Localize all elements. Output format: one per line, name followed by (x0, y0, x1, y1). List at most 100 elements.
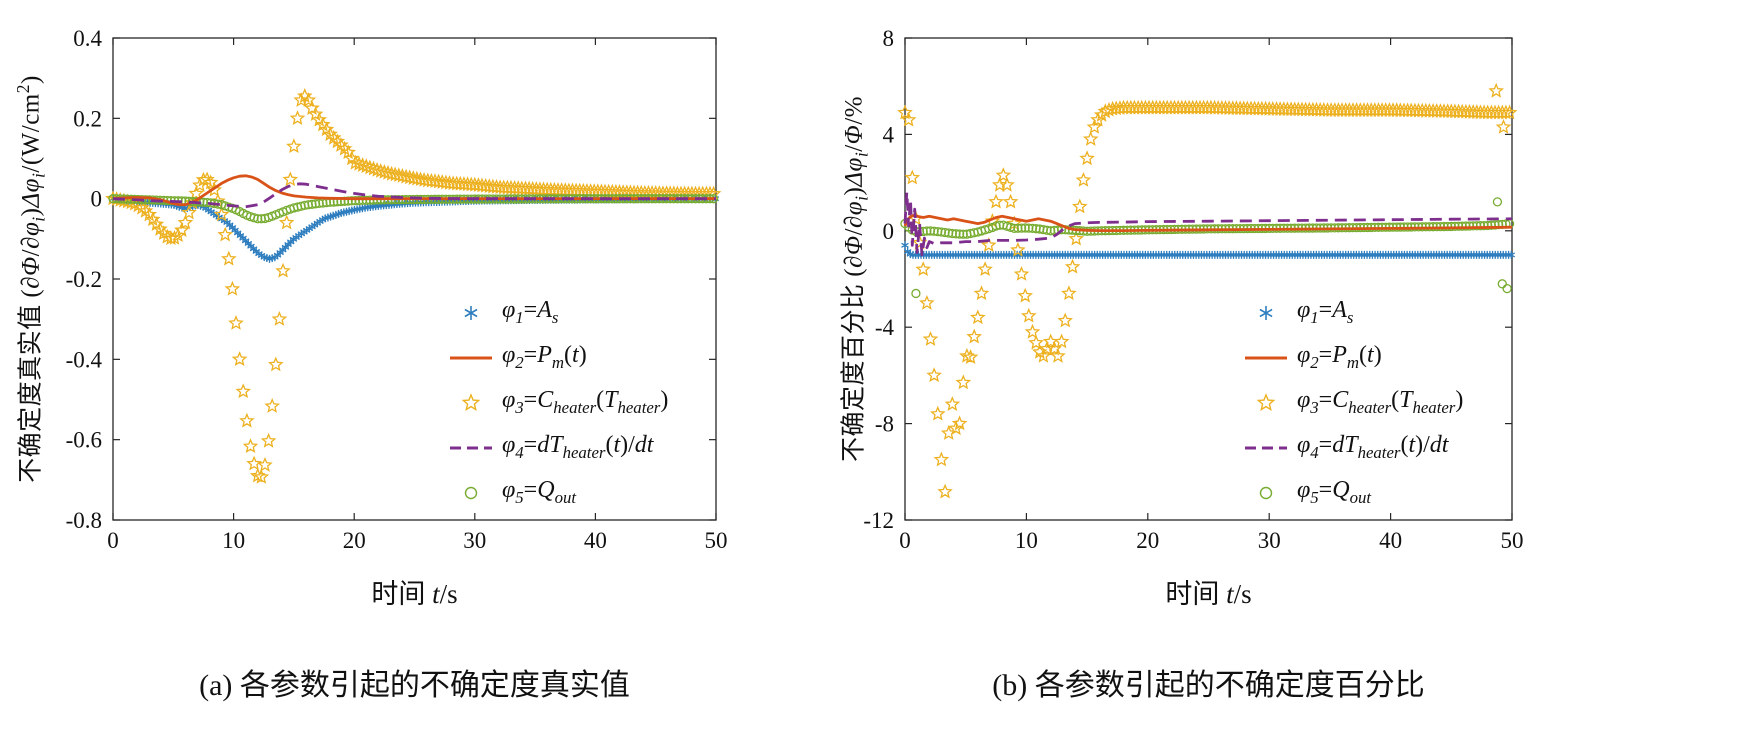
x-tick-label: 50 (1501, 528, 1524, 553)
label-segment: / (840, 144, 868, 152)
series-phi5 (900, 197, 1515, 299)
label-segment: /s (1233, 579, 1252, 609)
x-tick-label: 50 (705, 528, 728, 553)
label-segment: m (551, 352, 565, 372)
label-segment: t (1408, 432, 1416, 459)
plot-area-b: 0 10 20 30 40 50 -12 -8 -4 0 4 8 (863, 26, 1524, 553)
label-segment: φ (502, 387, 516, 414)
label-segment: φ (1297, 432, 1311, 459)
label-segment: 2 (1310, 352, 1319, 372)
label-segment: ( (840, 267, 868, 277)
label-segment: 3 (515, 397, 524, 417)
label-segment: 2 (12, 84, 33, 94)
label-segment: φ (502, 432, 516, 459)
label-segment: C (537, 387, 554, 414)
label-segment: 3 (1310, 397, 1319, 417)
label-segment: P (537, 342, 552, 369)
legend-entry: φ4=dTheater(t)/dt (1243, 425, 1463, 470)
label-segment: Φ (840, 124, 868, 145)
x-tick-label: 10 (1015, 528, 1038, 553)
x-tick-label: 40 (584, 528, 607, 553)
legend-label: φ5=Qout (502, 477, 576, 508)
label-segment: )/ (1415, 432, 1430, 459)
label-segment: )/ (620, 432, 635, 459)
legend-a: φ1=As φ2=Pm(t) φ3=Cheater(Theater) φ4=dThea… (448, 290, 668, 515)
x-tick-label: 0 (899, 528, 911, 553)
label-segment: / (17, 248, 45, 257)
y-tick-label: -0.6 (66, 428, 102, 453)
label-segment: = (523, 342, 538, 369)
label-segment: = (1318, 387, 1333, 414)
label-segment: 2 (515, 352, 524, 372)
x-tick-label: 40 (1379, 528, 1402, 553)
label-segment: = (523, 432, 538, 459)
legend-entry: φ3=Cheater(Theater) (448, 380, 668, 425)
label-segment: m (1346, 352, 1360, 372)
panel-a: 0 10 20 30 40 50 -0.8 -0.6 -0.4 -0.2 0 0.2 0.4 不确定度真… (0, 0, 795, 749)
label-segment: P (1332, 342, 1347, 369)
label-segment: i (28, 216, 49, 222)
label-segment: out (1349, 487, 1372, 507)
legend-entry: φ5=Qout (1243, 470, 1463, 515)
label-segment: Q (537, 477, 555, 504)
plot-area-a: 0 10 20 30 40 50 -0.8 -0.6 -0.4 -0.2 0 0.2 0.4 (66, 26, 728, 553)
x-tick-label: 30 (1258, 528, 1281, 553)
label-segment: ( (17, 288, 45, 298)
label-segment: φ (1297, 477, 1311, 504)
label-segment: /s (439, 579, 458, 609)
label-segment: 5 (1310, 487, 1319, 507)
series-phi4 (903, 190, 1513, 257)
label-segment: A (537, 297, 552, 324)
label-segment: t (572, 342, 579, 369)
label-segment: C (1332, 387, 1349, 414)
circle-marker-icon (1259, 486, 1273, 499)
legend-entry: φ5=Qout (448, 470, 668, 515)
asterisk-marker-icon (464, 305, 478, 320)
label-segment: ) (1455, 387, 1464, 414)
label-segment: φ (1297, 297, 1311, 324)
label-segment: 1 (515, 307, 524, 327)
y-tick-label: 0.2 (73, 106, 102, 131)
label-segment: ( (1400, 432, 1409, 459)
x-axis-label-b: 时间 t/s (905, 572, 1512, 611)
label-segment: A (1332, 297, 1347, 324)
legend-entry: φ2=Pm(t) (448, 335, 668, 380)
label-segment: Δφ (840, 157, 868, 187)
y-tick-label: -4 (875, 315, 895, 340)
label-segment: s (1346, 307, 1354, 327)
label-segment: i (851, 151, 872, 158)
label-segment: ( (564, 342, 573, 369)
y-tick-label: 0.4 (73, 26, 102, 51)
legend-entry: φ2=Pm(t) (1243, 335, 1463, 380)
label-segment: ) (840, 186, 868, 196)
label-segment: 4 (515, 442, 524, 462)
legend-label: φ3=Cheater(Theater) (1297, 387, 1463, 418)
x-tick-label: 30 (463, 528, 486, 553)
label-segment: t (613, 432, 621, 459)
legend-label: φ5=Qout (1297, 477, 1371, 508)
label-segment: i (28, 172, 49, 178)
label-segment: φ (502, 342, 516, 369)
panel-b: 0 10 20 30 40 50 -12 -8 -4 0 4 8 不确定度百分比 (∂Φ/∂φi)Δφ… (795, 0, 1763, 749)
label-segment: ) (1373, 342, 1382, 369)
y-tick-label: -12 (863, 508, 894, 533)
label-segment: 1 (1310, 307, 1319, 327)
line-swatch-icon (1245, 356, 1287, 359)
label-segment: dT (1332, 432, 1358, 459)
label-segment: heater (562, 442, 606, 462)
label-segment: φ (502, 297, 516, 324)
asterisk-marker-icon (1259, 305, 1273, 320)
legend-entry: φ4=dTheater(t)/dt (448, 425, 668, 470)
panel-caption-b: (b) 各参数引起的不确定度百分比 (992, 669, 1425, 702)
star-marker-icon (1256, 392, 1276, 411)
x-tick-label: 10 (222, 528, 245, 553)
y-tick-label: 0 (883, 219, 895, 244)
label-segment: ( (1391, 387, 1400, 414)
label-segment: 时间 (371, 579, 433, 609)
label-segment: heater (1357, 442, 1401, 462)
label-segment: ∂φ (17, 221, 45, 249)
label-segment: ( (605, 432, 614, 459)
label-segment: out (554, 487, 577, 507)
label-segment: t (1226, 579, 1234, 609)
